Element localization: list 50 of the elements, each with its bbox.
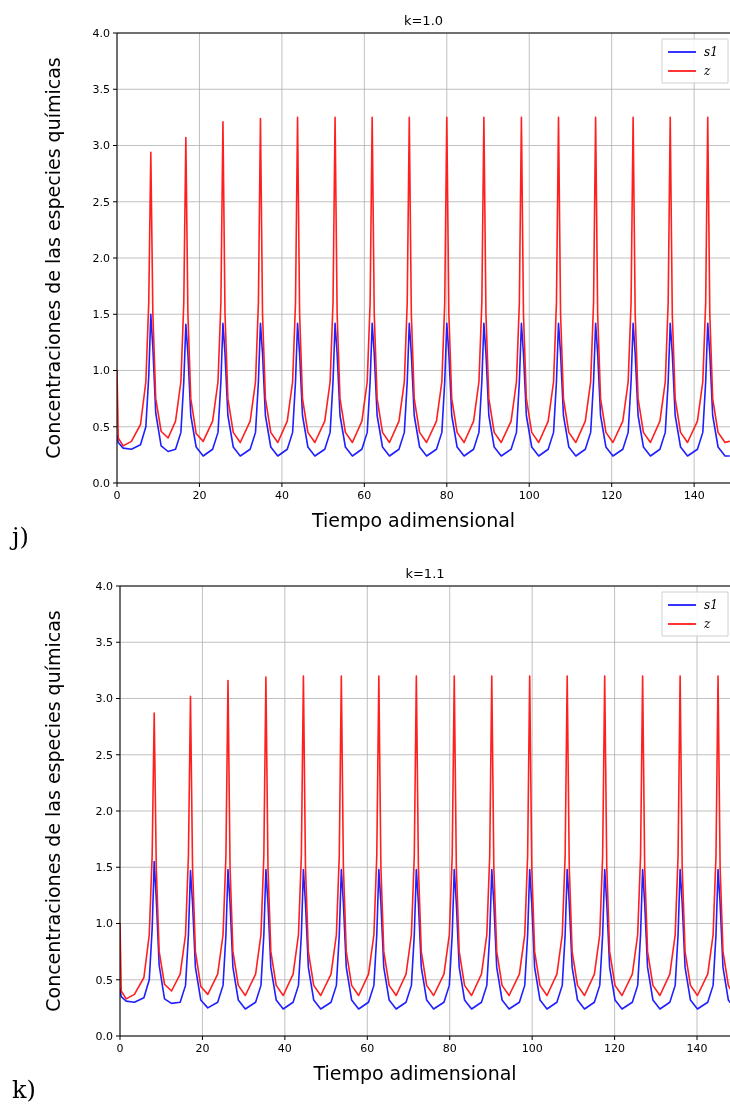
x-tick-label: 80: [439, 489, 454, 502]
legend-label: z: [703, 64, 711, 79]
chart-title: k=1.0: [403, 13, 444, 28]
text: j): [9, 523, 29, 551]
y-tick-label: 0.0: [92, 476, 110, 490]
y-axis-title: Concentraciones de las especies químicas: [42, 610, 64, 1012]
line-series: [117, 313, 730, 457]
y-tick-label: 3.0: [95, 692, 113, 706]
x-tick-label: 40: [274, 489, 289, 502]
y-tick-label: 3.0: [92, 139, 110, 153]
x-tick-label: 100: [521, 1042, 543, 1055]
y-tick-label: 0.5: [92, 420, 110, 434]
y-tick-label: 4.0: [92, 26, 110, 40]
y-tick-label: 2.5: [92, 195, 110, 209]
x-tick-label: 120: [601, 489, 623, 502]
text: k): [12, 1076, 36, 1104]
y-tick-label: 2.5: [95, 748, 113, 762]
line-series: [120, 860, 730, 1010]
y-tick-label: 3.5: [95, 636, 113, 650]
y-tick-label: 1.5: [92, 308, 110, 322]
x-tick-label: 40: [277, 1042, 292, 1055]
y-tick-label: 2.0: [95, 804, 113, 818]
y-tick-label: 0.0: [95, 1029, 113, 1043]
x-tick-label: 20: [195, 1042, 210, 1055]
y-tick-label: 1.0: [92, 364, 110, 378]
y-tick-label: 3.5: [92, 83, 110, 97]
chart-title: k=1.1: [405, 566, 445, 581]
y-tick-label: 1.0: [95, 917, 113, 931]
legend-label: z: [703, 617, 711, 632]
y-tick-label: 1.5: [95, 861, 113, 875]
x-tick-label: 120: [604, 1042, 626, 1055]
x-tick-label: 140: [686, 1042, 708, 1055]
x-tick-label: 80: [442, 1042, 457, 1055]
x-tick-label: 0: [116, 1042, 124, 1055]
x-tick-label: 100: [518, 489, 540, 502]
x-tick-label: 140: [683, 489, 705, 502]
legend-label: s1: [704, 45, 718, 60]
x-tick-label: 20: [192, 489, 207, 502]
y-tick-label: 0.5: [95, 973, 113, 987]
y-tick-label: 2.0: [92, 251, 110, 265]
x-tick-label: 60: [360, 1042, 375, 1055]
legend-label: s1: [704, 598, 718, 613]
x-axis-title: Tiempo adimensional: [312, 1062, 517, 1084]
y-tick-label: 4.0: [95, 579, 113, 593]
x-tick-label: 60: [357, 489, 372, 502]
x-tick-label: 0: [113, 489, 121, 502]
y-axis-title: Concentraciones de las especies químicas: [42, 57, 64, 459]
line-series: [120, 675, 730, 1000]
x-axis-title: Tiempo adimensional: [310, 509, 516, 531]
line-series: [117, 116, 730, 447]
